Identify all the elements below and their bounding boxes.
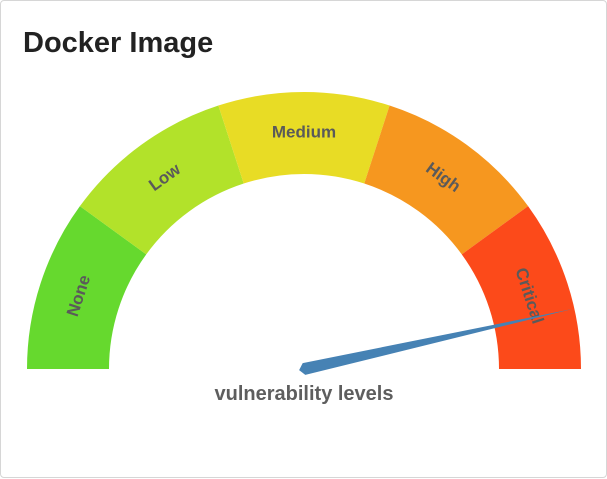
gauge-segment-critical: [461, 206, 581, 369]
gauge-segments: [27, 92, 581, 369]
gauge-segment-medium: [218, 92, 390, 184]
gauge-caption: vulnerability levels: [215, 383, 394, 405]
gauge-segment-none: [27, 206, 147, 369]
gauge-label-medium: Medium: [272, 122, 336, 141]
card-title: Docker Image: [23, 27, 214, 59]
gauge-segment-high: [364, 105, 529, 255]
gauge-segment-low: [79, 105, 244, 255]
gauge-needle: [299, 309, 573, 375]
